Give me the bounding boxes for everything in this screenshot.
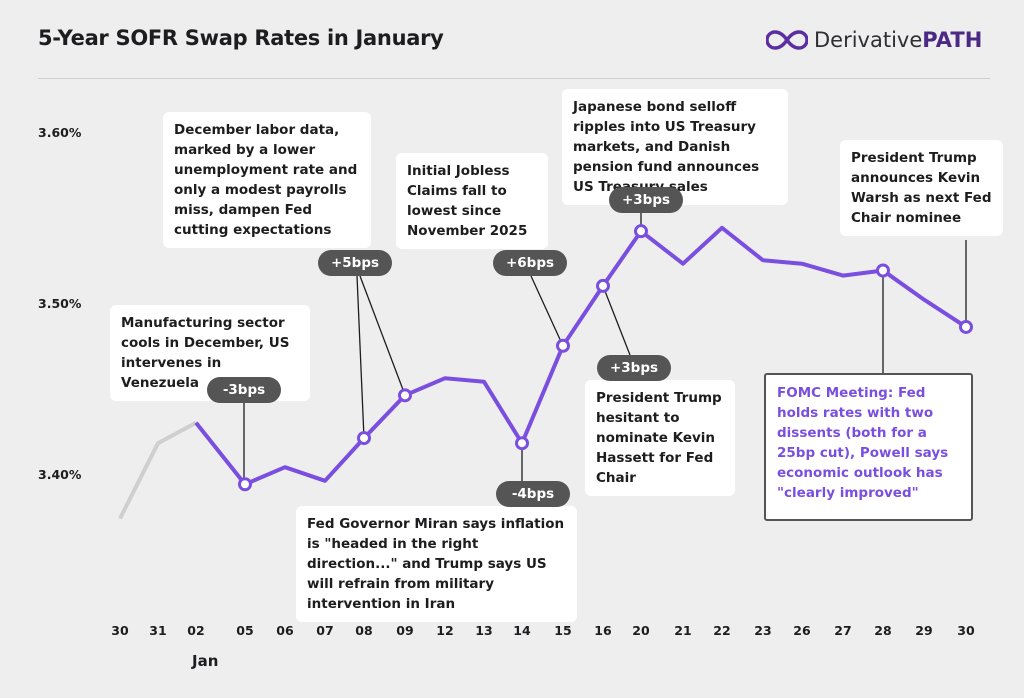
annotation-japanese-bonds: Japanese bond selloff ripples into US Tr…	[562, 89, 788, 205]
data-point-marker	[357, 431, 371, 446]
connector-line	[530, 275, 564, 347]
x-tick-label: 31	[149, 623, 166, 638]
data-point-marker	[556, 338, 570, 353]
x-tick-label: 30	[957, 623, 975, 638]
x-tick-label: 09	[396, 623, 413, 638]
x-tick-label: 16	[594, 623, 612, 638]
logo-text-bold: PATH	[922, 28, 983, 52]
logo-text: Derivative	[814, 28, 923, 52]
data-point-marker	[959, 319, 973, 334]
change-badge: -4bps	[496, 481, 570, 507]
series-line	[118, 420, 197, 520]
chart-title: 5-Year SOFR Swap Rates in January	[38, 26, 444, 50]
x-tick-label: 02	[187, 623, 204, 638]
x-tick-label: 22	[713, 623, 730, 638]
data-point-marker	[515, 436, 529, 451]
x-tick-label: 28	[874, 623, 891, 638]
data-point-marker	[398, 388, 412, 403]
x-tick-label: 08	[355, 623, 372, 638]
change-badge: +5bps	[318, 250, 392, 276]
derivativepath-logo: DerivativePATH	[766, 28, 982, 52]
x-tick-label: 14	[513, 623, 531, 638]
data-point-marker	[596, 278, 610, 293]
data-point-marker	[634, 224, 648, 239]
annotation-warsh: President Trump announces Kevin Warsh as…	[840, 140, 1003, 236]
x-tick-label: 26	[793, 623, 811, 638]
x-tick-label: 13	[475, 623, 492, 638]
series-line	[194, 225, 968, 487]
annotation-labor-data: December labor data, marked by a lower u…	[163, 112, 371, 248]
x-tick-label: 15	[554, 623, 571, 638]
x-tick-label: 29	[915, 623, 932, 638]
data-point-marker	[238, 477, 252, 492]
data-point-marker	[876, 263, 890, 278]
x-tick-label: 27	[834, 623, 851, 638]
y-tick-label: 3.50%	[38, 296, 82, 311]
x-tick-label: 12	[436, 623, 453, 638]
annotation-hassett: President Trump hesitant to nominate Kev…	[585, 380, 735, 496]
connector-line	[359, 275, 406, 396]
x-tick-label: 23	[754, 623, 771, 638]
y-tick-label: 3.40%	[38, 467, 82, 482]
change-badge: +6bps	[493, 250, 567, 276]
x-tick-label: 05	[236, 623, 253, 638]
change-badge: -3bps	[207, 377, 281, 403]
annotation-jobless-claims: Initial Jobless Claims fall to lowest si…	[396, 153, 548, 249]
change-badge: +3bps	[597, 355, 671, 381]
annotation-miran: Fed Governor Miran says inflation is "he…	[296, 506, 577, 622]
change-badge: +3bps	[609, 187, 683, 213]
x-axis-label: Jan	[191, 652, 218, 670]
connector-line	[602, 285, 631, 356]
x-tick-label: 30	[111, 623, 129, 638]
infinity-logo-icon	[766, 30, 808, 50]
x-tick-label: 07	[316, 623, 333, 638]
x-tick-label: 20	[632, 623, 650, 638]
header-divider	[38, 78, 990, 79]
y-tick-label: 3.60%	[38, 125, 82, 140]
x-tick-label: 21	[674, 623, 691, 638]
x-tick-label: 06	[276, 623, 294, 638]
annotation-fomc: FOMC Meeting: Fed holds rates with two d…	[764, 373, 973, 521]
connector-line	[356, 275, 365, 439]
